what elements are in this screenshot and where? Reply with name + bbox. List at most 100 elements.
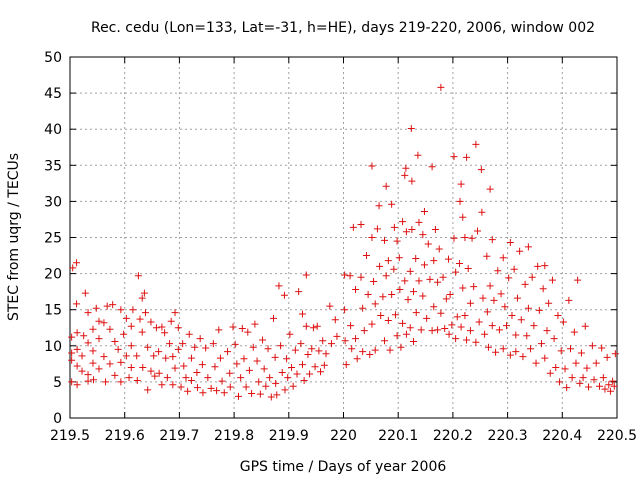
data-point (196, 335, 204, 343)
data-point (548, 276, 556, 284)
x-tick-label: 220.3 (488, 428, 528, 444)
data-point (556, 378, 564, 386)
tick-labels: 219.5 219.6 219.7 219.8 219.9 220 220.1 220.2 22… (44, 50, 637, 444)
data-point (452, 335, 460, 343)
data-point (478, 208, 486, 216)
data-point (193, 384, 201, 392)
data-point (84, 339, 92, 347)
data-point (264, 345, 272, 353)
data-point (466, 299, 474, 307)
y-tick-label: 10 (44, 339, 62, 355)
data-point (277, 342, 285, 350)
data-point (155, 348, 163, 356)
data-point (393, 237, 401, 245)
data-point (437, 83, 445, 91)
data-point (69, 264, 77, 272)
data-point (226, 369, 234, 377)
data-point (174, 345, 182, 353)
data-point (127, 363, 135, 371)
data-point (341, 271, 349, 279)
data-point (90, 376, 98, 384)
data-point (129, 306, 137, 314)
data-point (503, 322, 511, 330)
data-point (306, 370, 314, 378)
data-point (109, 301, 117, 309)
data-point (280, 291, 288, 299)
data-point (136, 315, 144, 323)
data-point (395, 254, 403, 262)
data-point (534, 262, 542, 270)
data-point (459, 284, 467, 292)
data-point (434, 278, 442, 286)
data-point (150, 352, 158, 360)
data-point (554, 311, 562, 319)
data-point (414, 151, 422, 159)
data-point (267, 393, 275, 401)
data-point (139, 363, 147, 371)
data-point (574, 276, 582, 284)
data-point (412, 254, 420, 262)
data-point (138, 294, 146, 302)
data-point (592, 359, 600, 367)
data-point (391, 311, 399, 319)
x-axis-label: GPS time / Days of year 2006 (240, 459, 447, 475)
data-point (461, 311, 469, 319)
data-point (588, 342, 596, 350)
data-point (182, 374, 190, 382)
data-point (388, 200, 396, 208)
data-point (452, 268, 460, 276)
data-point (410, 337, 418, 345)
data-point (255, 378, 263, 386)
data-point (226, 383, 234, 391)
data-point (388, 291, 396, 299)
data-point (89, 347, 97, 355)
data-point (155, 369, 163, 377)
data-point (376, 262, 384, 270)
data-point (552, 363, 560, 371)
data-point (144, 343, 152, 351)
data-point (420, 261, 428, 269)
data-point (359, 304, 367, 312)
data-point (251, 320, 259, 328)
data-point (371, 300, 379, 308)
data-point (402, 164, 410, 172)
data-point (455, 259, 463, 267)
data-point (399, 218, 407, 226)
data-point (102, 378, 110, 386)
data-point (295, 288, 303, 296)
data-point (266, 374, 274, 382)
data-point (151, 372, 159, 380)
data-point (199, 389, 207, 397)
data-point (428, 327, 436, 335)
data-point (519, 353, 527, 361)
data-point (249, 343, 257, 351)
data-point (185, 330, 193, 338)
data-point (543, 327, 551, 335)
data-point (269, 314, 277, 322)
data-point (601, 385, 609, 393)
data-point (291, 346, 299, 354)
data-point (384, 317, 392, 325)
data-point (169, 353, 177, 361)
data-point (510, 265, 518, 273)
data-point (506, 239, 514, 247)
data-point (357, 221, 365, 229)
data-point (320, 361, 328, 369)
data-point (402, 228, 410, 236)
data-point (95, 335, 103, 343)
data-point (80, 332, 88, 340)
data-point (430, 303, 438, 311)
data-point (166, 340, 174, 348)
data-point (275, 282, 283, 290)
data-point (513, 294, 521, 302)
data-point (521, 280, 529, 288)
data-point (357, 273, 365, 281)
x-tick-label: 220.5 (597, 428, 637, 444)
data-point (572, 359, 580, 367)
data-point (187, 354, 195, 362)
data-point (207, 384, 215, 392)
data-point (198, 361, 206, 369)
data-point (598, 344, 606, 352)
data-point (245, 366, 253, 374)
data-point (162, 354, 170, 362)
